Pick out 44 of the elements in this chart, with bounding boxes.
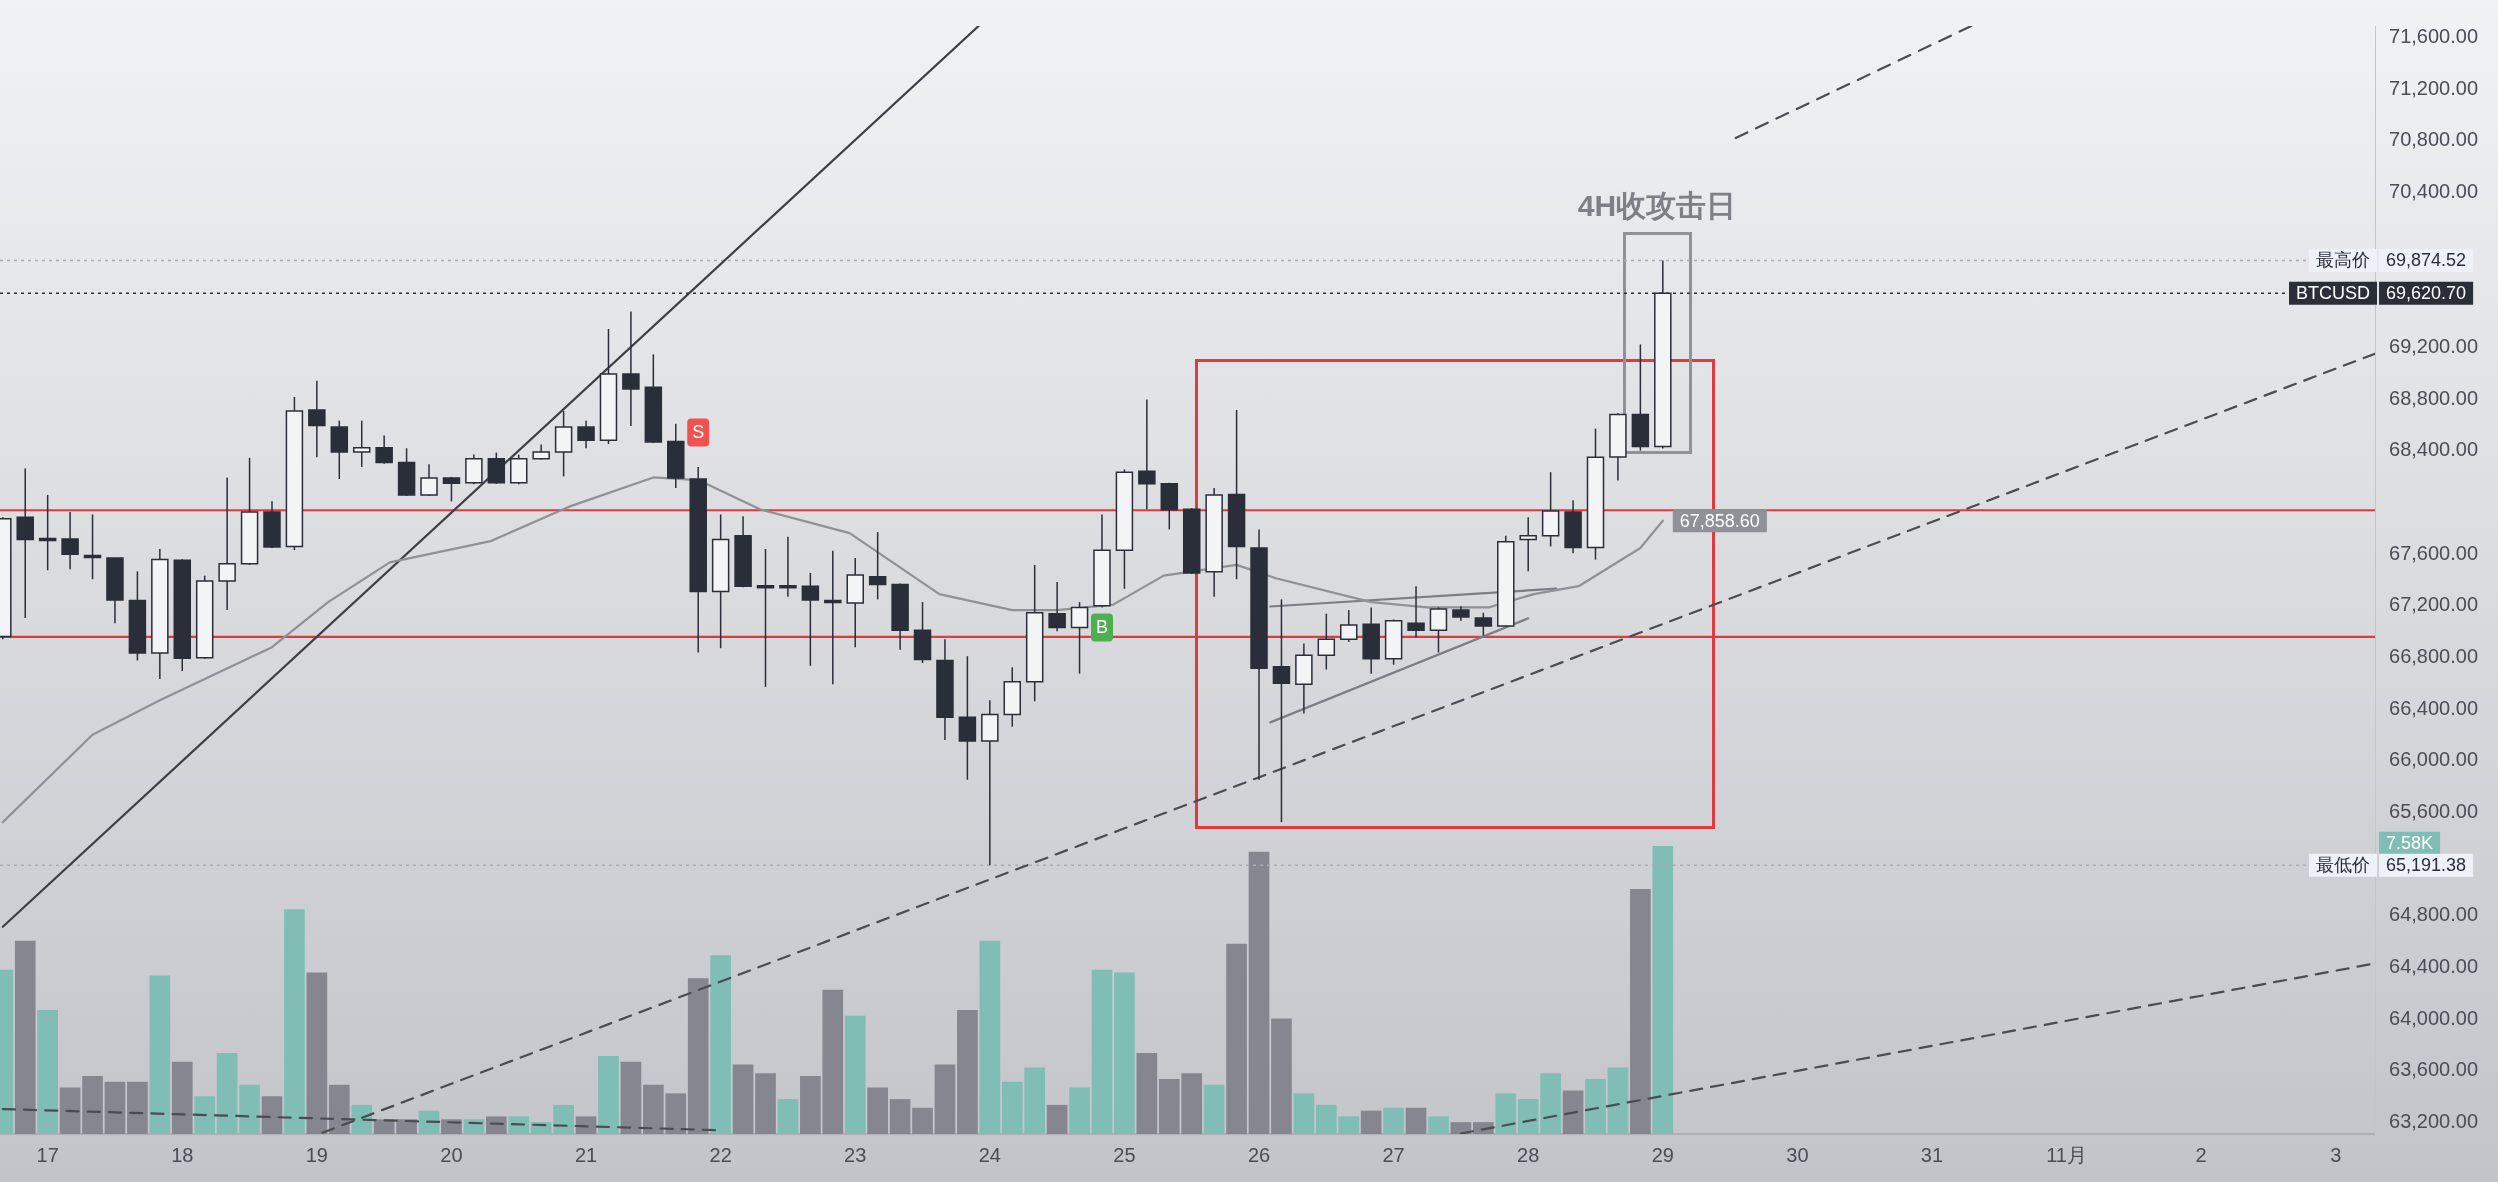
annotation: 4H收攻击日 — [1577, 187, 1737, 224]
x-tick-label: 11月 — [2046, 1143, 2087, 1166]
x-tick-label: 26 — [1247, 1143, 1271, 1166]
ref-line-label: 最高价 69,874.52 — [2316, 250, 2467, 271]
data-label: 67,858.60 — [1679, 510, 1760, 531]
ref-line-label: 最低价 65,191.38 — [2316, 855, 2467, 876]
y-tick-label: 63,600.00 — [2389, 1058, 2479, 1081]
y-tick-label: 71,600.00 — [2389, 25, 2479, 48]
y-tick-label: 69,200.00 — [2389, 335, 2479, 358]
annotation: B — [1095, 617, 1108, 638]
text: 7.58K — [2386, 833, 2434, 854]
y-tick-label: 63,200.00 — [2389, 1109, 2479, 1132]
x-tick-label: 31 — [1920, 1143, 1944, 1166]
x-tick-label: 18 — [171, 1143, 194, 1166]
x-tick-label: 30 — [1786, 1143, 1809, 1166]
y-tick-label: 66,000.00 — [2389, 748, 2479, 771]
y-tick-label: 68,800.00 — [2389, 386, 2479, 409]
x-tick-label: 20 — [440, 1143, 463, 1166]
x-tick-label: 23 — [844, 1143, 867, 1166]
y-tick-label: 66,400.00 — [2389, 696, 2479, 719]
x-tick-label: 24 — [978, 1143, 1001, 1166]
annotation: S — [692, 422, 705, 443]
x-tick-label: 28 — [1517, 1143, 1540, 1166]
y-tick-label: 70,800.00 — [2389, 128, 2479, 151]
x-tick-label: 27 — [1382, 1143, 1405, 1166]
y-tick-label: 67,200.00 — [2389, 593, 2479, 616]
ref-line-label: BTCUSD 69,620.70 — [2296, 283, 2467, 304]
x-tick-label: 2 — [2195, 1143, 2207, 1166]
y-tick-label: 64,400.00 — [2389, 954, 2479, 977]
y-tick-label: 68,400.00 — [2389, 438, 2479, 461]
x-tick-label: 3 — [2330, 1143, 2342, 1166]
y-tick-label: 70,400.00 — [2389, 180, 2479, 203]
y-tick-label: 67,600.00 — [2389, 541, 2479, 564]
y-tick-label: 64,000.00 — [2389, 1006, 2479, 1029]
x-tick-label: 29 — [1651, 1143, 1674, 1166]
x-tick-label: 19 — [305, 1143, 328, 1166]
y-tick-label: 66,800.00 — [2389, 645, 2479, 667]
x-tick-label: 21 — [574, 1143, 598, 1166]
y-tick-label: 64,800.00 — [2389, 903, 2479, 926]
x-tick-label: 25 — [1113, 1143, 1136, 1166]
x-tick-label: 22 — [709, 1143, 732, 1166]
y-tick-label: 71,200.00 — [2389, 76, 2479, 99]
y-tick-label: 65,600.00 — [2389, 799, 2479, 822]
x-tick-label: 17 — [36, 1143, 59, 1166]
